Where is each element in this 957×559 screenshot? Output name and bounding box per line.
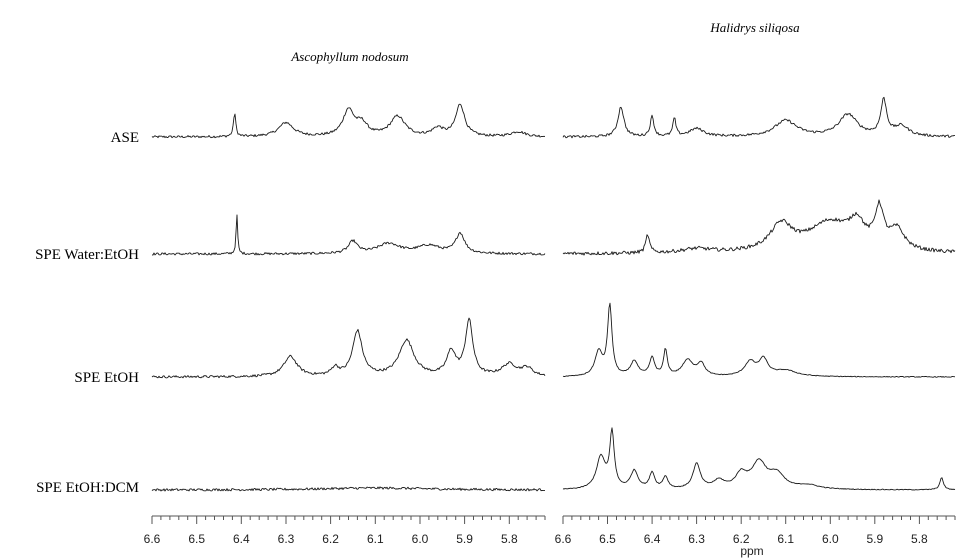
x-axis-right: 6.6 6.5 6.4 6.3 6.2 6.1 6.0 5.9 5.8 <box>555 515 956 546</box>
spectrum-trace-panel0-row1 <box>151 214 546 256</box>
spectrum-trace-panel1-row0 <box>562 96 955 139</box>
x-tick-label: 6.5 <box>188 532 205 546</box>
x-tick-label: 6.6 <box>144 532 161 546</box>
x-tick-label: 6.1 <box>367 532 384 546</box>
x-axis-unit-label: ppm <box>740 544 763 558</box>
spectrum-trace-panel1-row1 <box>562 199 956 256</box>
x-tick-label: 6.3 <box>688 532 705 546</box>
spectrum-trace-panel1-row2 <box>562 302 956 378</box>
spectrum-trace-panel0-row2 <box>151 317 546 379</box>
x-tick-label: 6.2 <box>322 532 339 546</box>
x-tick-label: 6.4 <box>644 532 661 546</box>
panel-title-left: Ascophyllum nodosum <box>290 49 408 64</box>
x-tick-label: 6.3 <box>278 532 295 546</box>
row-label-spe-water-etoh: SPE Water:EtOH <box>35 247 139 263</box>
x-tick-label: 6.1 <box>777 532 794 546</box>
x-axis-ticks-left: 6.6 6.5 6.4 6.3 6.2 6.1 6.0 5.9 5.8 <box>144 516 546 546</box>
x-axis-left: 6.6 6.5 6.4 6.3 6.2 6.1 6.0 5.9 5.8 <box>144 515 546 546</box>
x-tick-label: 6.6 <box>555 532 572 546</box>
x-tick-label: 6.5 <box>599 532 616 546</box>
row-label-spe-etoh-dcm: SPE EtOH:DCM <box>36 480 139 496</box>
x-tick-label: 5.8 <box>501 532 518 546</box>
x-tick-label: 5.9 <box>866 532 883 546</box>
x-tick-label: 6.2 <box>733 532 750 546</box>
panel-title-right: Halidrys siliqosa <box>709 20 800 35</box>
row-label-spe-etoh: SPE EtOH <box>74 370 139 386</box>
spectrum-trace-panel0-row3 <box>151 486 545 492</box>
x-tick-label: 6.4 <box>233 532 250 546</box>
x-axis-ticks-right: 6.6 6.5 6.4 6.3 6.2 6.1 6.0 5.9 5.8 <box>555 516 956 546</box>
row-label-ase: ASE <box>111 130 139 146</box>
x-tick-label: 6.0 <box>412 532 429 546</box>
x-tick-label: 6.0 <box>822 532 839 546</box>
spectrum-trace-panel0-row0 <box>151 103 546 139</box>
spectrum-trace-panel1-row3 <box>562 427 956 491</box>
x-tick-label: 5.8 <box>911 532 928 546</box>
spectrum-traces <box>151 96 956 492</box>
x-tick-label: 5.9 <box>456 532 473 546</box>
